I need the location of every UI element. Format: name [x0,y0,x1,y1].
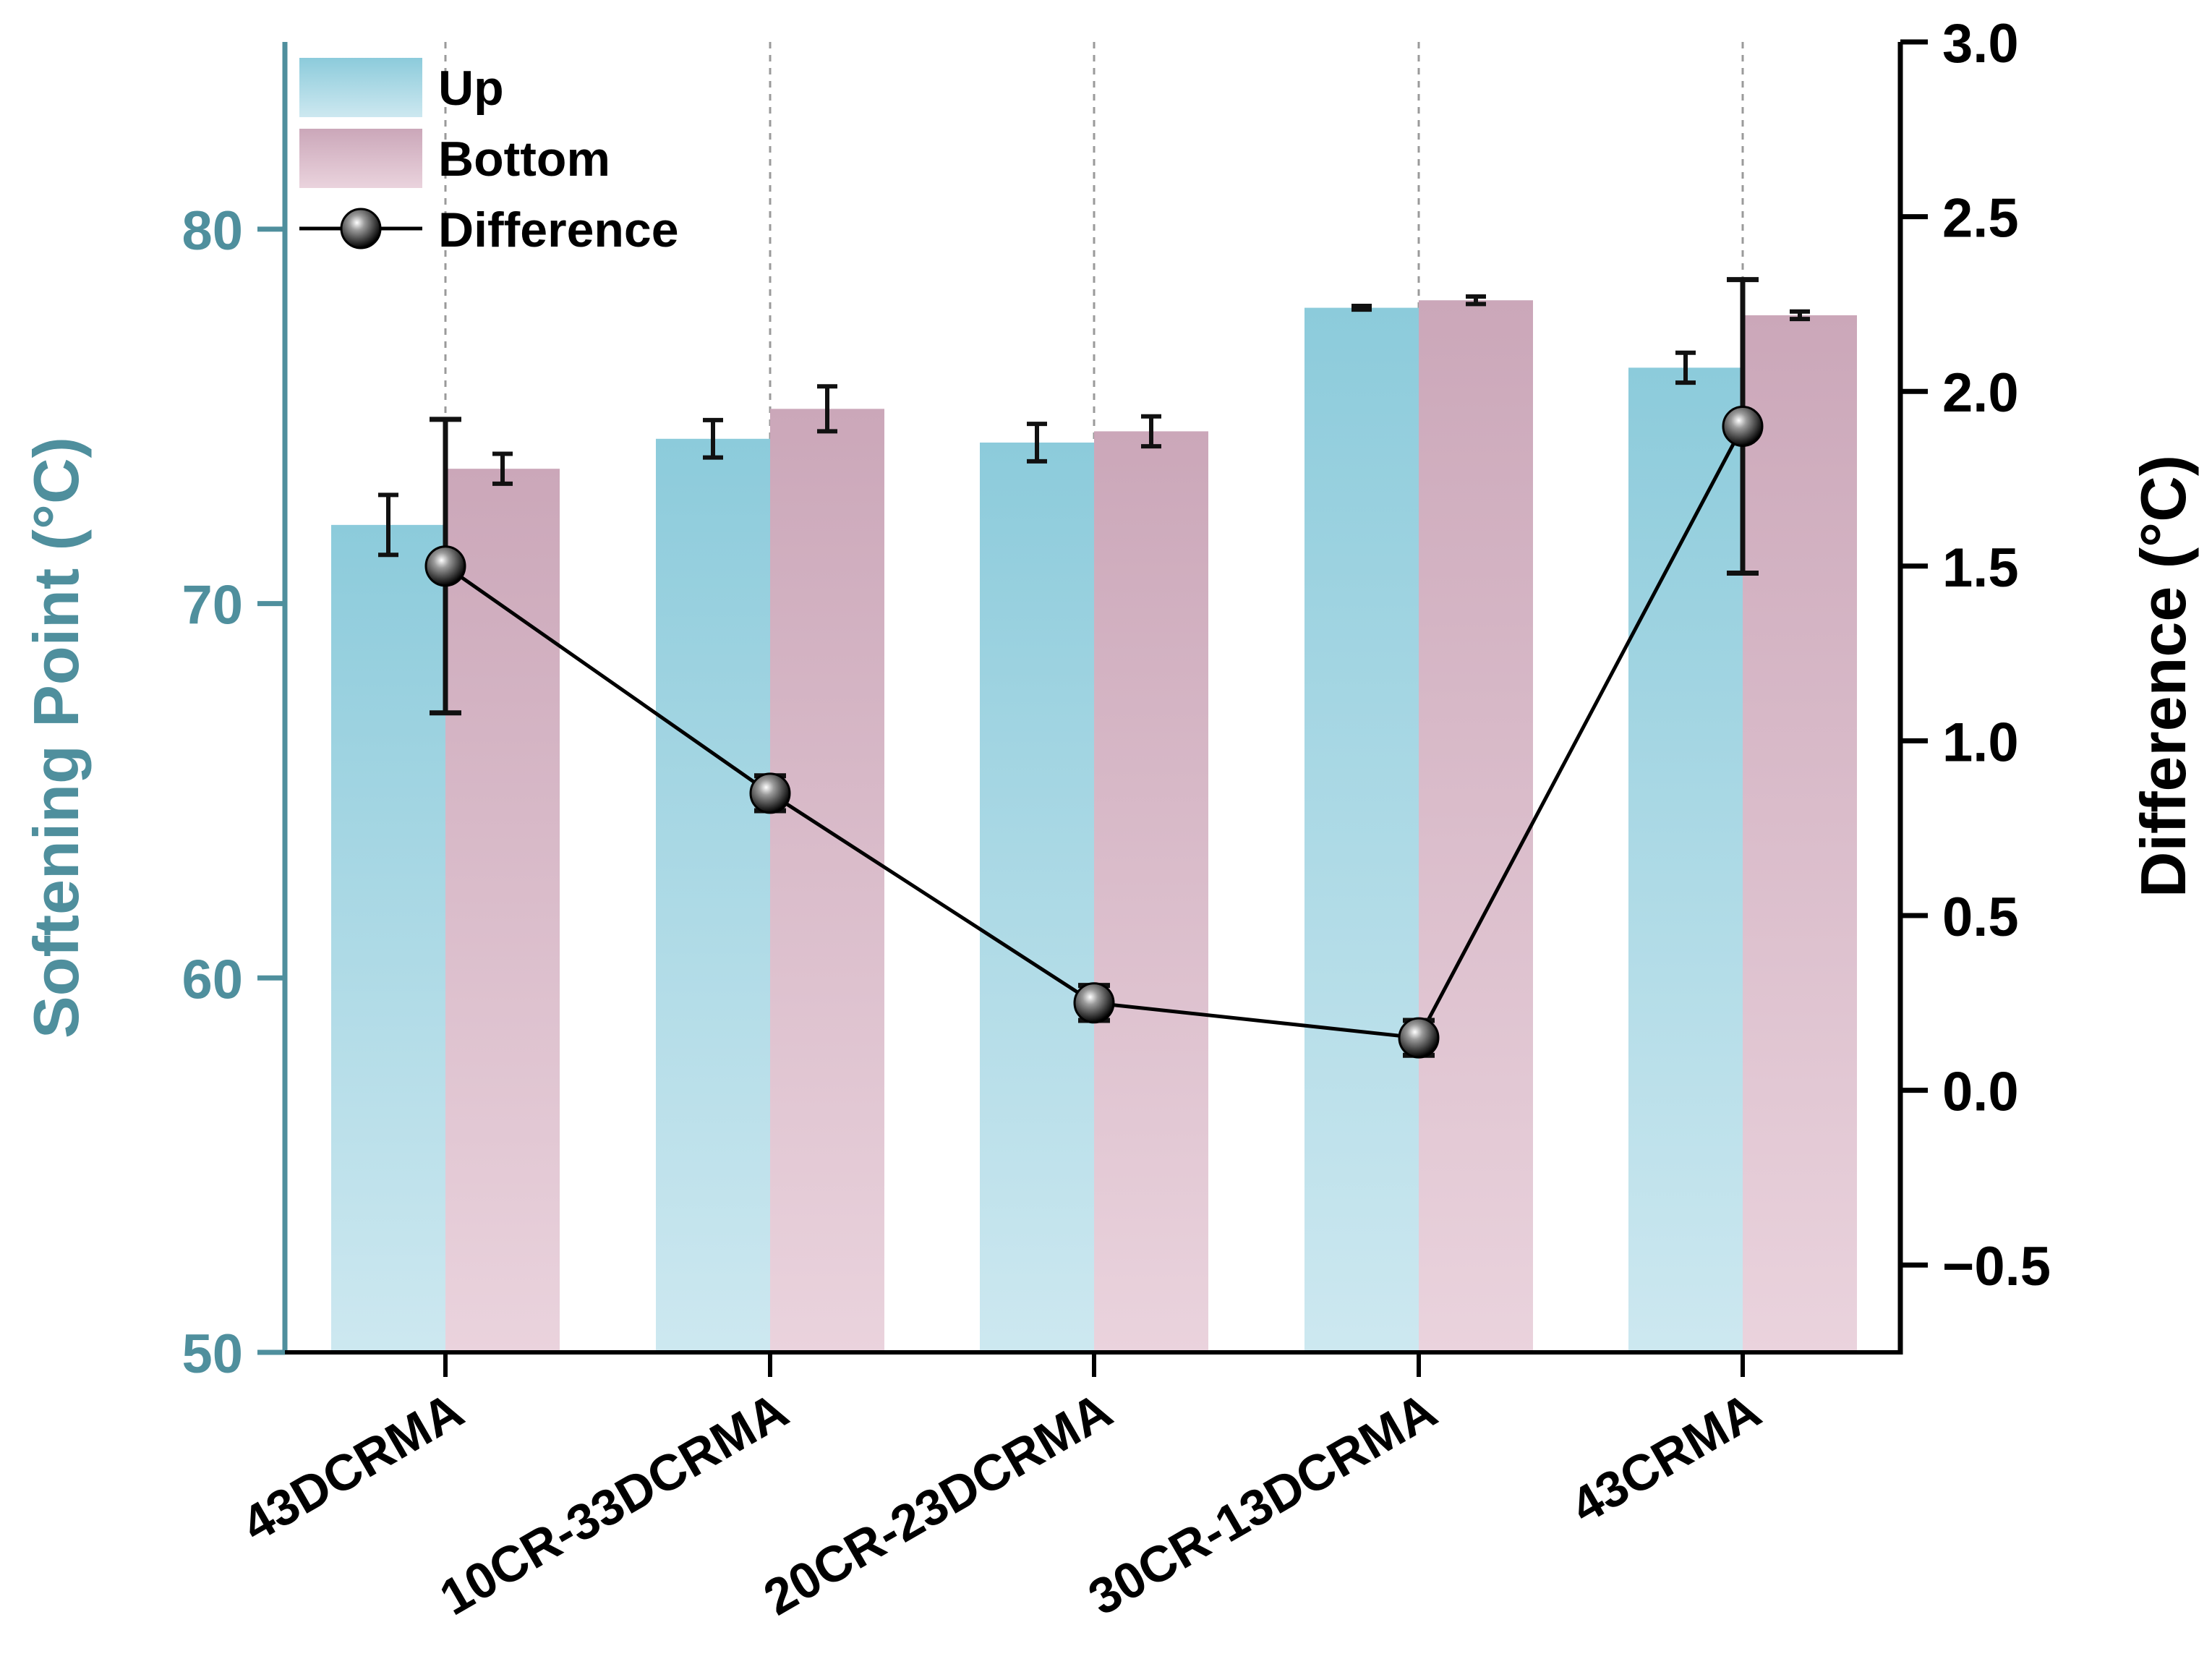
right-tick-label: 0.0 [1942,1062,2019,1123]
bar-bottom-3 [1419,300,1533,1352]
right-tick-label: 2.0 [1942,362,2019,424]
category-label: 10CR-33DCRMA [430,1381,797,1626]
left-axis-title: Softening Point (°C) [20,437,92,1038]
error-up-2 [1027,422,1047,464]
bar-up-0 [331,524,445,1352]
legend-label-bottom: Bottom [438,132,610,187]
legend-marker-difference [340,208,382,249]
left-tick-label: 80 [182,200,243,262]
category-label: 43CRMA [1561,1381,1769,1534]
error-bottom-2 [1141,414,1161,449]
difference-point-2 [1073,982,1115,1024]
legend-label-up: Up [438,61,504,116]
left-tick-label: 70 [182,575,243,636]
category-label: 20CR-23DCRMA [754,1381,1121,1626]
right-tick-label: 3.0 [1942,13,2019,74]
error-bottom-0 [492,451,513,486]
bar-bottom-2 [1094,431,1208,1352]
error-up-3 [1351,303,1372,312]
left-tick-label: 60 [182,949,243,1010]
right-tick-label: 2.5 [1942,188,2019,249]
legend-swatch-up [299,58,422,117]
legend-label-difference: Difference [438,202,679,257]
right-tick-label: 1.5 [1942,537,2019,599]
bar-bottom-0 [445,469,560,1352]
error-bottom-1 [817,384,837,434]
difference-point-4 [1722,406,1764,448]
bar-up-2 [980,442,1094,1352]
bar-up-4 [1628,367,1743,1353]
difference-point-3 [1398,1017,1440,1059]
error-up-0 [378,492,398,558]
category-label: 30CR-13DCRMA [1079,1381,1446,1626]
legend-swatch-bottom [299,129,422,188]
bar-error-bars [378,294,1810,558]
error-bottom-4 [1790,309,1810,322]
error-up-4 [1675,350,1696,385]
difference-point-1 [749,772,791,814]
left-tick-label: 50 [182,1323,243,1385]
category-label: 43DCRMA [232,1381,472,1553]
right-axis-title: Difference (°C) [2127,455,2199,897]
bar-bottom-4 [1743,315,1857,1353]
legend: Up Bottom Difference [299,58,679,257]
right-tick-label: 0.5 [1942,887,2019,948]
difference-point-0 [424,545,466,587]
bar-up-3 [1304,307,1419,1352]
bars [331,300,1857,1353]
bar-bottom-1 [770,409,884,1352]
right-tick-label: 1.0 [1942,712,2019,773]
error-up-1 [703,417,723,460]
error-bottom-3 [1466,294,1486,307]
bar-up-1 [656,438,770,1353]
right-tick-label: −0.5 [1942,1236,2051,1297]
difference-line [424,277,1764,1059]
